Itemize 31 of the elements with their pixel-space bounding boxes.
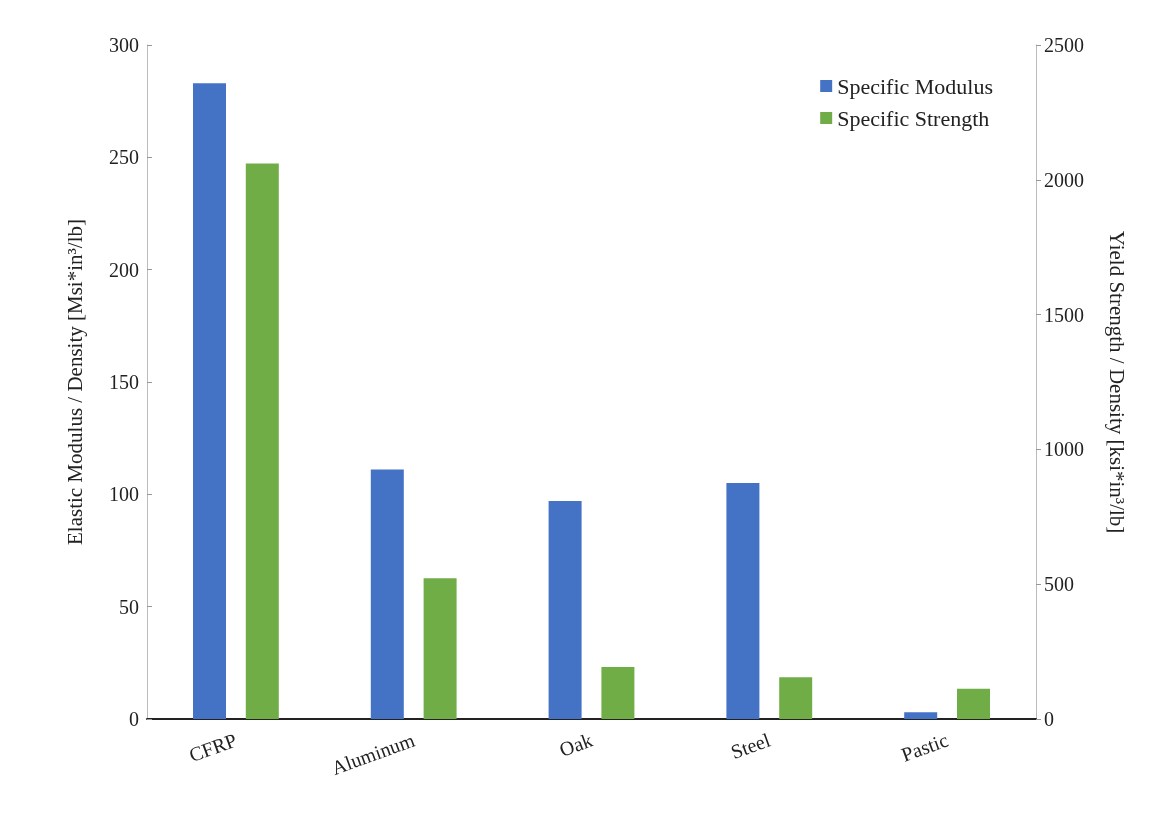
y2-axis-title: Yield Strength / Density [ksi*in³/lb] bbox=[1104, 230, 1129, 534]
bar bbox=[548, 501, 582, 719]
y-tick-label: 300 bbox=[109, 34, 139, 56]
legend-label: Specific Strength bbox=[837, 105, 990, 131]
bar bbox=[904, 712, 938, 719]
x-tick-label: Pastic bbox=[898, 728, 951, 766]
bar bbox=[423, 578, 457, 719]
y2-tick-label: 0 bbox=[1044, 708, 1054, 730]
x-tick-label: Oak bbox=[556, 728, 596, 761]
y2-tick-label: 500 bbox=[1044, 573, 1074, 596]
bar bbox=[726, 483, 760, 719]
y-tick-label: 250 bbox=[109, 146, 139, 169]
y2-tick-label: 2500 bbox=[1044, 34, 1084, 56]
y2-tick-label: 2000 bbox=[1044, 168, 1084, 191]
y-tick-label: 150 bbox=[109, 371, 139, 393]
y-tick-label: 100 bbox=[109, 483, 139, 506]
y-tick-label: 200 bbox=[109, 258, 139, 281]
bar bbox=[193, 83, 226, 719]
legend-label: Specific Modulus bbox=[837, 73, 994, 99]
bar bbox=[957, 688, 990, 719]
bar bbox=[779, 677, 813, 719]
x-tick-label: Steel bbox=[727, 728, 774, 764]
bar bbox=[601, 666, 635, 719]
y2-tick-label: 1500 bbox=[1044, 303, 1084, 326]
bar bbox=[245, 163, 279, 719]
x-tick-label: CFRP bbox=[186, 728, 240, 767]
y-tick-label: 50 bbox=[119, 595, 139, 618]
bar bbox=[370, 469, 404, 719]
y-axis-title: Elastic Modulus / Density [Msi*in³/lb] bbox=[62, 219, 87, 545]
y2-tick-label: 1000 bbox=[1044, 438, 1084, 461]
y-tick-label: 0 bbox=[129, 708, 139, 730]
